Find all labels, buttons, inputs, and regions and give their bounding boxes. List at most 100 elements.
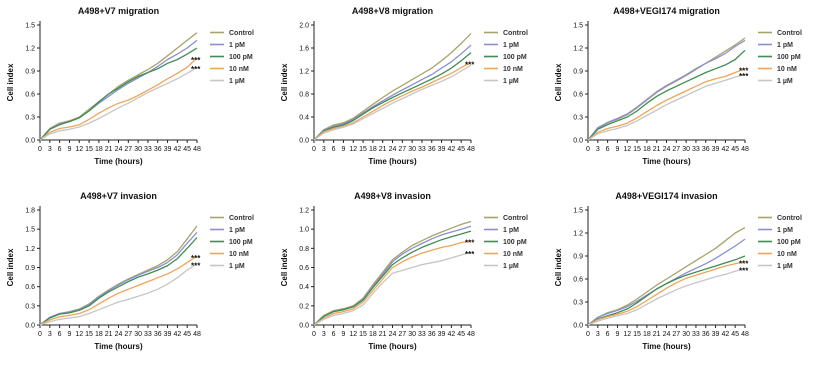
series-line <box>587 260 746 326</box>
legend-entry: Control <box>777 215 802 222</box>
y-tick-label: 1.2 <box>25 246 35 253</box>
legend-entry: 1 µM <box>777 263 793 270</box>
series-line <box>39 255 198 326</box>
series-line <box>587 37 746 141</box>
y-tick-label: 1.2 <box>25 46 35 53</box>
y-tick-label: 0.0 <box>25 138 35 145</box>
x-tick-label: 39 <box>438 146 446 153</box>
x-tick-label: 6 <box>58 146 62 153</box>
chart-panel: A498+V8 invasion 0.0 0.2 0.4 0.6 0.8 1.0 1.2 0 3 6… <box>274 185 548 370</box>
y-tick-label: 0.3 <box>25 115 35 122</box>
significance-marker: *** <box>739 72 749 81</box>
series-line <box>587 49 746 141</box>
x-tick-label: 27 <box>124 146 132 153</box>
x-tick-label: 27 <box>672 331 680 338</box>
x-tick-label: 15 <box>633 331 641 338</box>
x-tick-label: 42 <box>447 331 455 338</box>
x-tick-label: 30 <box>408 146 416 153</box>
y-tick-label: 1.5 <box>25 227 35 234</box>
legend-entry: 1 µM <box>229 263 245 270</box>
x-tick-label: 3 <box>322 146 326 153</box>
legend-entry: 100 pM <box>777 239 801 246</box>
chart-title: A498+VEGI174 invasion <box>615 191 717 201</box>
x-tick-label: 18 <box>369 146 377 153</box>
legend-entry: 1 µM <box>503 78 519 85</box>
x-tick-label: 33 <box>692 331 700 338</box>
x-tick-label: 3 <box>596 146 600 153</box>
y-tick-label: 0.9 <box>573 69 583 76</box>
y-tick-label: 0.0 <box>573 323 583 330</box>
x-tick-label: 9 <box>615 146 619 153</box>
x-tick-label: 24 <box>389 146 397 153</box>
x-tick-label: 21 <box>379 331 387 338</box>
legend-entry: 100 pM <box>503 239 527 246</box>
x-tick-label: 27 <box>124 331 132 338</box>
chart-panel: A498+V7 migration 0.0 0.3 0.6 0.9 1.2 1.5 0 3 6 9 1… <box>0 0 274 185</box>
legend-entry: Control <box>503 30 528 37</box>
x-tick-label: 39 <box>712 146 720 153</box>
chart-title: A498+V8 invasion <box>354 191 431 201</box>
series-line <box>39 225 198 326</box>
x-tick-label: 15 <box>359 331 367 338</box>
y-axis-label: Cell index <box>554 63 563 101</box>
x-tick-label: 42 <box>173 331 181 338</box>
y-tick-label: 1.2 <box>299 208 309 215</box>
y-tick-label: 1.8 <box>25 208 35 215</box>
y-tick-label: 0.8 <box>299 92 309 99</box>
x-tick-label: 15 <box>85 146 93 153</box>
y-tick-label: 0.9 <box>573 254 583 261</box>
chart-title: A498+V7 invasion <box>80 191 157 201</box>
y-tick-label: 0.6 <box>573 92 583 99</box>
x-tick-label: 3 <box>322 331 326 338</box>
y-tick-label: 1.5 <box>573 23 583 30</box>
legend-entry: 1 µM <box>503 263 519 270</box>
series-line <box>587 267 746 326</box>
y-axis-label: Cell index <box>280 248 289 286</box>
y-axis-label: Cell index <box>6 248 15 286</box>
x-tick-label: 30 <box>408 331 416 338</box>
x-tick-label: 12 <box>349 146 357 153</box>
x-tick-label: 24 <box>663 146 671 153</box>
significance-marker: *** <box>739 259 749 268</box>
x-tick-label: 15 <box>359 146 367 153</box>
legend-entry: 1 pM <box>503 227 519 234</box>
series-line <box>313 61 472 141</box>
x-tick-label: 48 <box>193 146 201 153</box>
x-tick-label: 0 <box>586 331 590 338</box>
x-tick-label: 12 <box>75 331 83 338</box>
x-tick-label: 6 <box>332 146 336 153</box>
chart-title: A498+V7 migration <box>78 6 159 16</box>
legend-entry: 10 nM <box>229 66 249 73</box>
y-tick-label: 0.3 <box>573 115 583 122</box>
y-tick-label: 0.9 <box>25 265 35 272</box>
y-tick-label: 0.0 <box>299 138 309 145</box>
x-tick-label: 24 <box>115 331 123 338</box>
y-tick-label: 0.6 <box>299 265 309 272</box>
x-tick-label: 21 <box>379 146 387 153</box>
x-tick-label: 48 <box>741 146 749 153</box>
y-tick-label: 0.6 <box>573 277 583 284</box>
series-line <box>313 240 472 326</box>
legend-entry: 1 pM <box>229 227 245 234</box>
x-tick-label: 36 <box>702 331 710 338</box>
significance-marker: *** <box>465 250 475 259</box>
x-tick-label: 48 <box>193 331 201 338</box>
x-tick-label: 6 <box>606 146 610 153</box>
x-axis-label: Time (hours) <box>94 342 143 351</box>
series-line <box>313 230 472 326</box>
y-tick-label: 1.5 <box>573 208 583 215</box>
chart-title: A498+VEGI174 migration <box>613 6 720 16</box>
x-tick-label: 39 <box>164 331 172 338</box>
series-line <box>313 44 472 141</box>
x-tick-label: 18 <box>643 331 651 338</box>
chart-title: A498+V8 migration <box>352 6 433 16</box>
x-tick-label: 9 <box>341 331 345 338</box>
x-tick-label: 21 <box>105 146 113 153</box>
x-tick-label: 27 <box>398 331 406 338</box>
x-tick-label: 33 <box>418 331 426 338</box>
x-tick-label: 12 <box>623 331 631 338</box>
x-tick-label: 45 <box>183 146 191 153</box>
